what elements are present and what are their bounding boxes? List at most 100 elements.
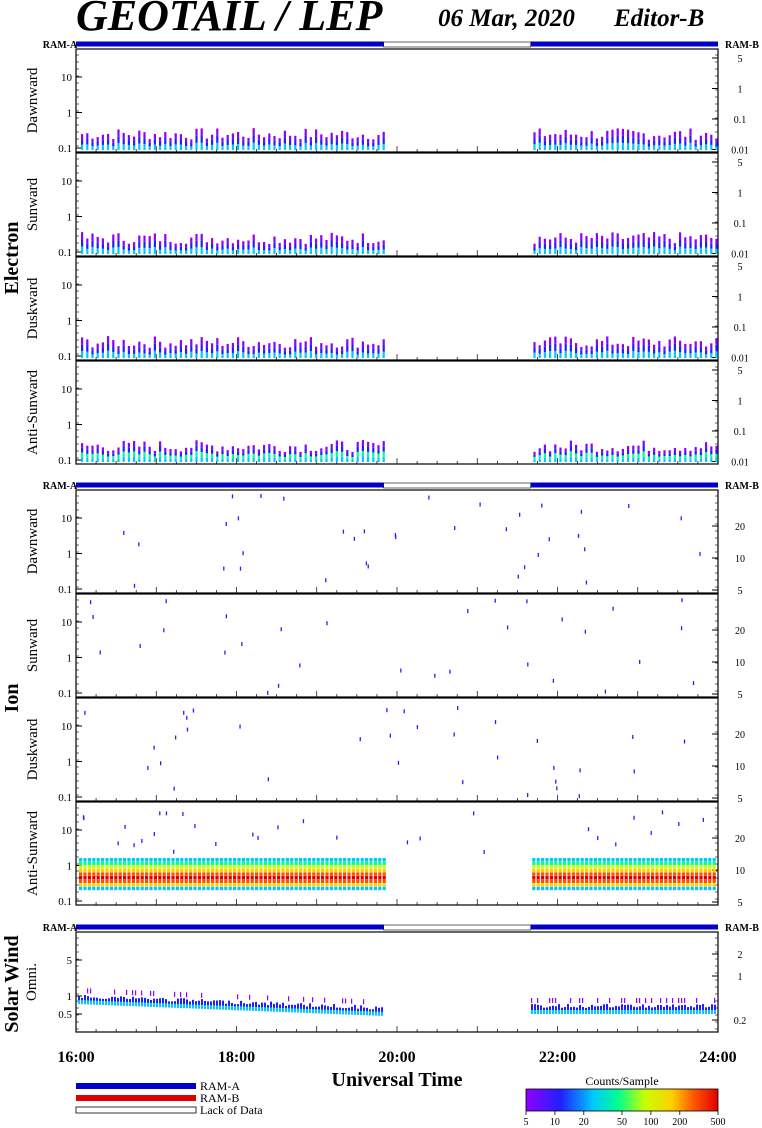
electron-spectrum-bar — [673, 131, 676, 138]
solar-wind-cell — [114, 989, 116, 995]
ion-flux-cell — [589, 883, 593, 887]
electron-spectrum-bar — [673, 350, 676, 358]
ion-flux-cell — [145, 879, 149, 883]
solar-wind-cell — [582, 998, 584, 1003]
legend-ram-a-label: RAM-A — [200, 1079, 240, 1093]
electron-spectrum-bar — [315, 238, 318, 244]
ion-flux-cell — [646, 858, 650, 862]
electron-spectrum-bar — [632, 143, 635, 150]
electron-spectrum-bar — [653, 239, 656, 247]
ion-count-dot — [133, 583, 136, 588]
ion-flux-cell — [567, 883, 571, 887]
electron-spectrum-bar — [601, 247, 604, 254]
ion-flux-cell — [241, 858, 245, 862]
electron-spectrum-bar — [304, 247, 307, 251]
ion-flux-cell — [96, 872, 100, 876]
panel-frame — [75, 931, 719, 1033]
solar-wind-cell — [660, 1010, 662, 1014]
ion-flux-cell — [241, 868, 245, 873]
ion-flux-cell — [695, 886, 699, 891]
electron-spectrum-bar — [382, 131, 385, 138]
solar-wind-cell — [531, 1004, 533, 1011]
electron-spectrum-bar — [278, 459, 281, 462]
electron-spectrum-bar — [174, 250, 177, 254]
ion-flux-cell — [92, 879, 96, 883]
electron-spectrum-bar — [585, 242, 588, 249]
ion-count-dot — [133, 843, 135, 848]
ion-count-dot — [494, 598, 496, 603]
electron-spectrum-bar — [127, 442, 130, 448]
ion-flux-cell — [589, 865, 593, 869]
electron-spectrum-bar — [112, 139, 115, 143]
electron-spectrum-bar — [289, 242, 292, 247]
electron-spectrum-bar — [86, 133, 89, 139]
solar-wind-cell — [195, 1004, 197, 1009]
ion-flux-cell — [109, 876, 113, 880]
ion-count-dot — [224, 650, 226, 655]
ion-flux-cell — [109, 879, 113, 883]
electron-spectrum-bar — [673, 451, 676, 456]
electron-spectrum-bar — [299, 142, 302, 147]
electron-spectrum-bar — [647, 351, 650, 358]
ion-flux-cell — [695, 868, 699, 873]
solar-wind-cell — [147, 1002, 149, 1007]
left-tick-label: 0.1 — [58, 896, 72, 908]
electron-spectrum-bar — [231, 250, 234, 254]
electron-spectrum-bar — [549, 451, 552, 454]
ion-flux-cell — [277, 865, 281, 869]
ion-flux-cell — [563, 865, 567, 869]
electron-spectrum-bar — [668, 456, 671, 460]
electron-spectrum-bar — [361, 341, 364, 348]
electron-spectrum-bar — [320, 235, 323, 242]
electron-spectrum-bar — [559, 134, 562, 140]
electron-spectrum-bar — [174, 247, 177, 251]
electron-spectrum-bar — [601, 452, 604, 456]
ion-flux-cell — [646, 868, 650, 873]
electron-spectrum-bar — [694, 458, 697, 462]
ion-flux-cell — [607, 865, 611, 869]
ion-flux-cell — [338, 883, 342, 887]
ion-flux-cell — [184, 879, 188, 883]
right-tick-label: 0.2 — [734, 1016, 747, 1027]
solar-wind-cell — [588, 1006, 590, 1013]
electron-spectrum-bar — [606, 450, 609, 454]
electron-spectrum-bar — [273, 140, 276, 146]
solar-wind-cell — [378, 1007, 380, 1014]
left-tick-label: 0.1 — [58, 351, 72, 363]
electron-spectrum-bar — [200, 247, 203, 254]
ion-flux-cell — [167, 865, 171, 869]
electron-spectrum-bar — [647, 453, 650, 457]
electron-spectrum-bar — [590, 354, 593, 358]
ion-flux-cell — [659, 879, 663, 883]
ion-flux-cell — [158, 883, 162, 887]
solar-wind-cell — [546, 1010, 548, 1014]
solar-wind-cell — [630, 1004, 632, 1011]
solar-wind-cell — [582, 1006, 584, 1013]
solar-wind-cell — [366, 1007, 368, 1014]
ion-flux-cell — [92, 886, 96, 891]
electron-spectrum-bar — [252, 453, 255, 458]
solar-wind-cell — [279, 1007, 281, 1012]
electron-spectrum-bar — [580, 453, 583, 457]
ion-flux-cell — [285, 876, 289, 880]
solar-wind-cell — [120, 1001, 122, 1006]
electron-spectrum-bar — [86, 238, 89, 244]
electron-spectrum-bar — [658, 242, 661, 249]
ion-flux-cell — [360, 883, 364, 887]
solar-wind-cell — [684, 1010, 686, 1014]
ion-flux-cell — [703, 865, 707, 869]
solar-wind-cell — [612, 1010, 614, 1014]
ion-count-dot — [141, 838, 143, 843]
electron-spectrum-bar — [341, 346, 344, 351]
ion-flux-cell — [633, 865, 637, 869]
ion-flux-cell — [580, 883, 584, 887]
ion-flux-cell — [712, 865, 716, 869]
ion-flux-cell — [114, 876, 118, 880]
electron-spectrum-bar — [174, 144, 177, 150]
ion-flux-cell — [673, 879, 677, 883]
electron-spectrum-bar — [554, 243, 557, 249]
electron-spectrum-bar — [117, 233, 120, 241]
ion-flux-cell — [162, 858, 166, 862]
electron-spectrum-bar — [543, 140, 546, 146]
ion-flux-cell — [118, 876, 122, 880]
